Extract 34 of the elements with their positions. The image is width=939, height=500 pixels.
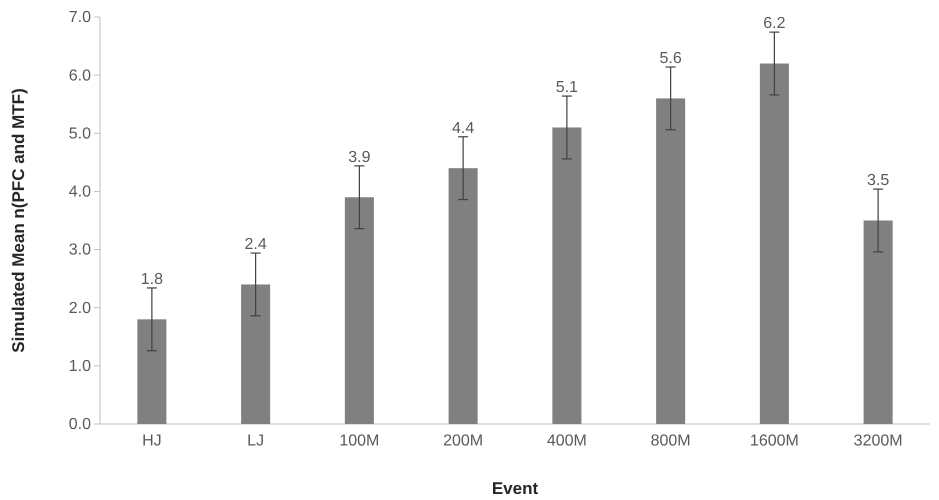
bar	[656, 98, 686, 424]
y-tick-label: 6.0	[68, 67, 92, 84]
bar	[137, 319, 166, 424]
bar	[864, 220, 893, 424]
bar	[552, 127, 582, 424]
bar	[448, 168, 478, 424]
data-label: 3.5	[867, 172, 890, 190]
data-label: 3.9	[348, 148, 371, 166]
x-tick-label: HJ	[142, 432, 162, 450]
y-tick-label: 5.0	[68, 125, 92, 142]
y-axis-title: Simulated Mean n(PFC and MTF)	[9, 88, 28, 353]
y-tick-label: 7.0	[68, 9, 92, 26]
x-tick-label: 400M	[546, 432, 587, 450]
x-tick-label: 1600M	[750, 432, 799, 450]
x-tick-label: 200M	[443, 432, 484, 450]
data-label: 2.4	[244, 236, 267, 254]
y-tick-label: 4.0	[68, 184, 92, 201]
y-tick-label: 2.0	[68, 300, 92, 317]
data-label: 5.1	[556, 79, 578, 96]
bar	[344, 197, 374, 424]
bar	[241, 284, 270, 424]
y-tick-label: 0.0	[68, 416, 92, 434]
x-tick-label: 800M	[650, 432, 691, 450]
data-label: 4.4	[452, 120, 474, 137]
x-tick-label: LJ	[247, 432, 264, 450]
data-label: 1.8	[140, 270, 164, 288]
bar	[760, 64, 789, 424]
y-tick-label: 1.0	[68, 358, 92, 375]
x-tick-label: 3200M	[854, 432, 903, 450]
data-label: 6.2	[763, 15, 786, 32]
x-axis-title: Event	[492, 479, 538, 498]
x-tick-label: 100M	[339, 432, 380, 450]
y-tick-label: 3.0	[68, 242, 92, 259]
data-label: 5.6	[660, 50, 682, 68]
